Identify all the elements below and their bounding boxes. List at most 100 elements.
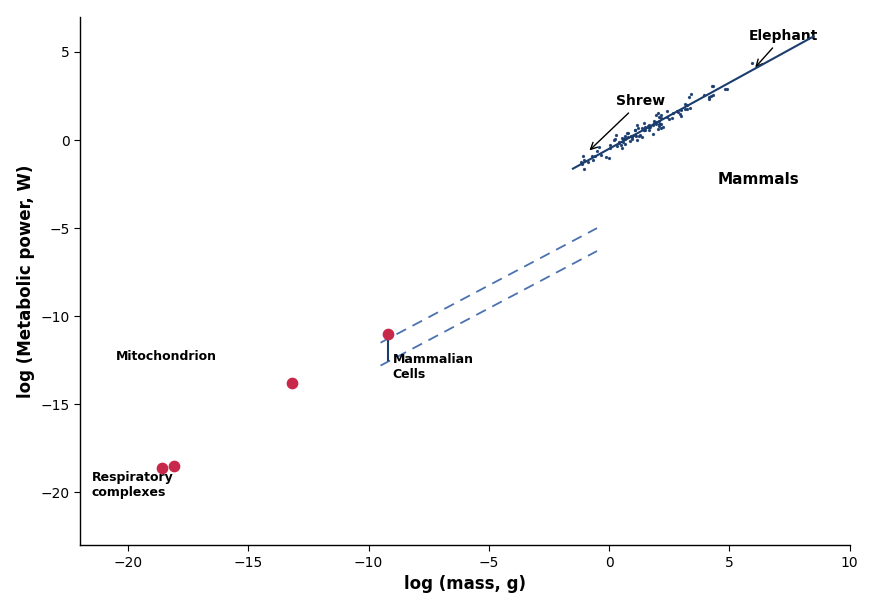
Point	[635, 123, 649, 132]
Point	[586, 155, 600, 165]
Point	[618, 134, 632, 144]
Point	[615, 143, 629, 153]
Text: Mammals: Mammals	[718, 172, 799, 187]
Point	[594, 150, 608, 160]
Point	[638, 125, 652, 135]
Point	[637, 125, 651, 135]
Point	[592, 143, 606, 152]
Point	[670, 107, 684, 117]
Point	[704, 91, 718, 101]
Point	[651, 108, 665, 118]
Point	[577, 151, 591, 161]
Point	[585, 151, 599, 161]
Point	[674, 105, 688, 115]
Point	[155, 463, 169, 473]
Point	[661, 106, 675, 116]
Point	[643, 122, 657, 132]
Point	[649, 110, 663, 120]
Point	[702, 94, 716, 104]
Point	[682, 103, 696, 113]
Point	[684, 90, 698, 99]
Point	[610, 142, 624, 151]
Point	[646, 129, 660, 138]
Point	[681, 100, 695, 110]
Point	[642, 124, 656, 134]
Point	[624, 131, 638, 141]
Point	[618, 139, 632, 149]
Point	[598, 152, 612, 162]
Point	[604, 140, 618, 150]
Point	[638, 122, 652, 132]
Point	[575, 159, 589, 168]
Point	[618, 134, 632, 143]
Point	[613, 140, 627, 149]
Point	[628, 131, 642, 141]
Point	[671, 107, 685, 117]
Point	[607, 135, 621, 145]
Point	[642, 120, 656, 130]
Point	[628, 126, 642, 135]
Point	[636, 126, 650, 135]
Point	[652, 113, 666, 123]
Point	[625, 134, 639, 143]
Point	[574, 157, 588, 167]
Point	[718, 84, 732, 93]
Point	[654, 110, 668, 120]
Text: Respiratory
complexes: Respiratory complexes	[92, 471, 173, 499]
Point	[654, 120, 668, 129]
Point	[623, 137, 637, 146]
Point	[678, 99, 692, 109]
Point	[635, 132, 649, 142]
Point	[634, 131, 648, 140]
Point	[621, 132, 635, 142]
Text: Mitochondrion: Mitochondrion	[116, 350, 217, 364]
Point	[631, 123, 645, 133]
Point	[640, 123, 654, 132]
Point	[653, 120, 667, 129]
Point	[620, 128, 634, 138]
Point	[662, 113, 676, 123]
Point	[745, 59, 759, 68]
Point	[577, 155, 591, 165]
Point	[618, 131, 632, 141]
Point	[612, 138, 626, 148]
Point	[628, 131, 642, 140]
Point	[678, 105, 692, 115]
Point	[637, 118, 651, 128]
Point	[626, 132, 640, 142]
Point	[682, 92, 696, 102]
Point	[608, 134, 622, 144]
Point	[653, 121, 667, 131]
Point	[665, 113, 679, 123]
Point	[609, 131, 623, 140]
Point	[628, 126, 642, 135]
Point	[632, 131, 646, 141]
Point	[625, 131, 639, 141]
Y-axis label: log (Metabolic power, W): log (Metabolic power, W)	[17, 164, 35, 398]
Point	[167, 461, 181, 471]
Point	[706, 82, 720, 92]
Point	[674, 112, 688, 121]
Point	[654, 113, 668, 123]
Point	[616, 134, 630, 143]
Point	[653, 120, 667, 129]
Point	[588, 152, 602, 162]
Point	[649, 119, 663, 129]
Point	[655, 122, 669, 132]
Point	[647, 118, 661, 128]
Point	[577, 164, 591, 174]
Point	[284, 378, 298, 388]
Point	[702, 93, 716, 102]
Point	[612, 137, 626, 147]
Point	[603, 143, 617, 152]
Point	[381, 329, 395, 339]
Point	[642, 122, 656, 132]
Point	[591, 146, 605, 156]
Point	[696, 90, 710, 99]
Point	[648, 116, 662, 126]
Text: Mammalian
Cells: Mammalian Cells	[393, 353, 473, 381]
Point	[673, 109, 687, 118]
Point	[641, 121, 655, 131]
Point	[646, 120, 660, 129]
Point	[654, 123, 668, 133]
